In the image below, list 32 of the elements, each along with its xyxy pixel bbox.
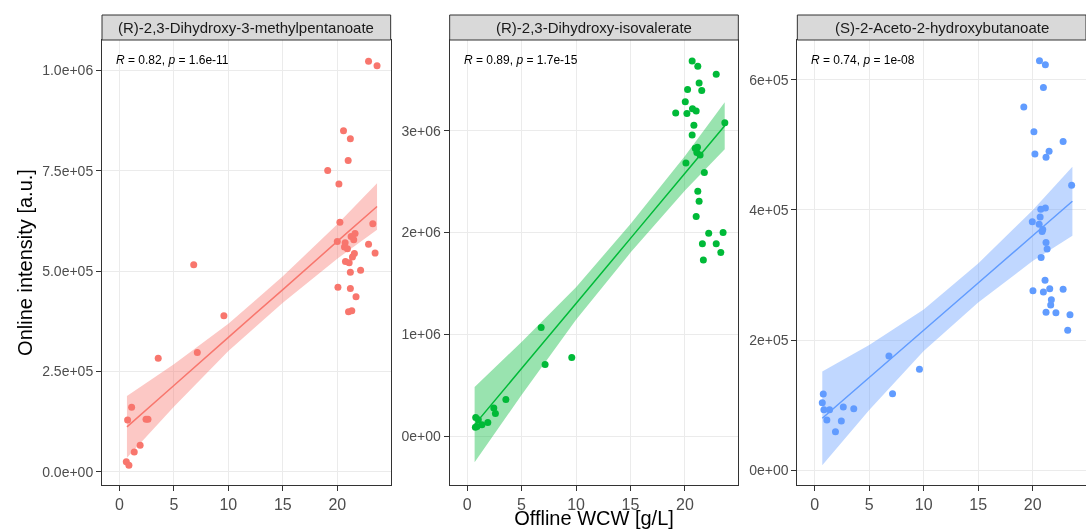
x-tick-label: 20: [1023, 496, 1042, 514]
y-tick-label: 7.5e+05: [42, 162, 94, 179]
y-tick-label: 0e+00: [749, 462, 789, 479]
x-tick-label: 20: [676, 496, 694, 514]
x-tick-label: 10: [219, 496, 238, 514]
x-tick-label: 15: [273, 496, 292, 514]
x-tick-label: 0: [114, 496, 124, 514]
x-tick-label: 5: [169, 496, 179, 514]
x-tick-label: 0: [810, 496, 820, 514]
y-tick-label: 1.0e+06: [42, 62, 94, 79]
y-axis-title: Online intensity [a.u.]: [13, 169, 36, 356]
y-tick-label: 2.5e+05: [42, 363, 94, 380]
x-tick-label: 5: [864, 496, 874, 514]
y-tick-label: 0e+00: [401, 428, 442, 445]
annotation: R = 0.89, p = 1.7e-15: [464, 53, 578, 67]
y-tick-label: 0.0e+00: [42, 463, 94, 480]
chart-title: (R)-2,3-Dihydroxy-isovalerate: [496, 19, 692, 36]
x-tick-label: 20: [328, 496, 347, 514]
y-tick-label: 6e+05: [749, 71, 789, 88]
y-tick-label: 3e+06: [401, 122, 442, 139]
y-tick-label: 2e+06: [401, 224, 442, 241]
x-tick-label: 15: [969, 496, 988, 514]
y-tick-label: 2e+05: [749, 332, 789, 349]
chart-title: (S)-2-Aceto-2-hydroxybutanoate: [835, 19, 1050, 36]
x-tick-label: 10: [914, 496, 933, 514]
y-tick-label: 4e+05: [749, 201, 789, 218]
y-tick-label: 5.0e+05: [42, 263, 94, 280]
y-tick-label: 1e+06: [401, 326, 442, 343]
annotation: R = 0.82, p = 1.6e-11: [116, 53, 229, 67]
annotation: R = 0.74, p = 1e-08: [811, 53, 915, 67]
chart-title: (R)-2,3-Dihydroxy-3-methylpentanoate: [118, 19, 374, 36]
x-tick-label: 0: [462, 496, 472, 514]
